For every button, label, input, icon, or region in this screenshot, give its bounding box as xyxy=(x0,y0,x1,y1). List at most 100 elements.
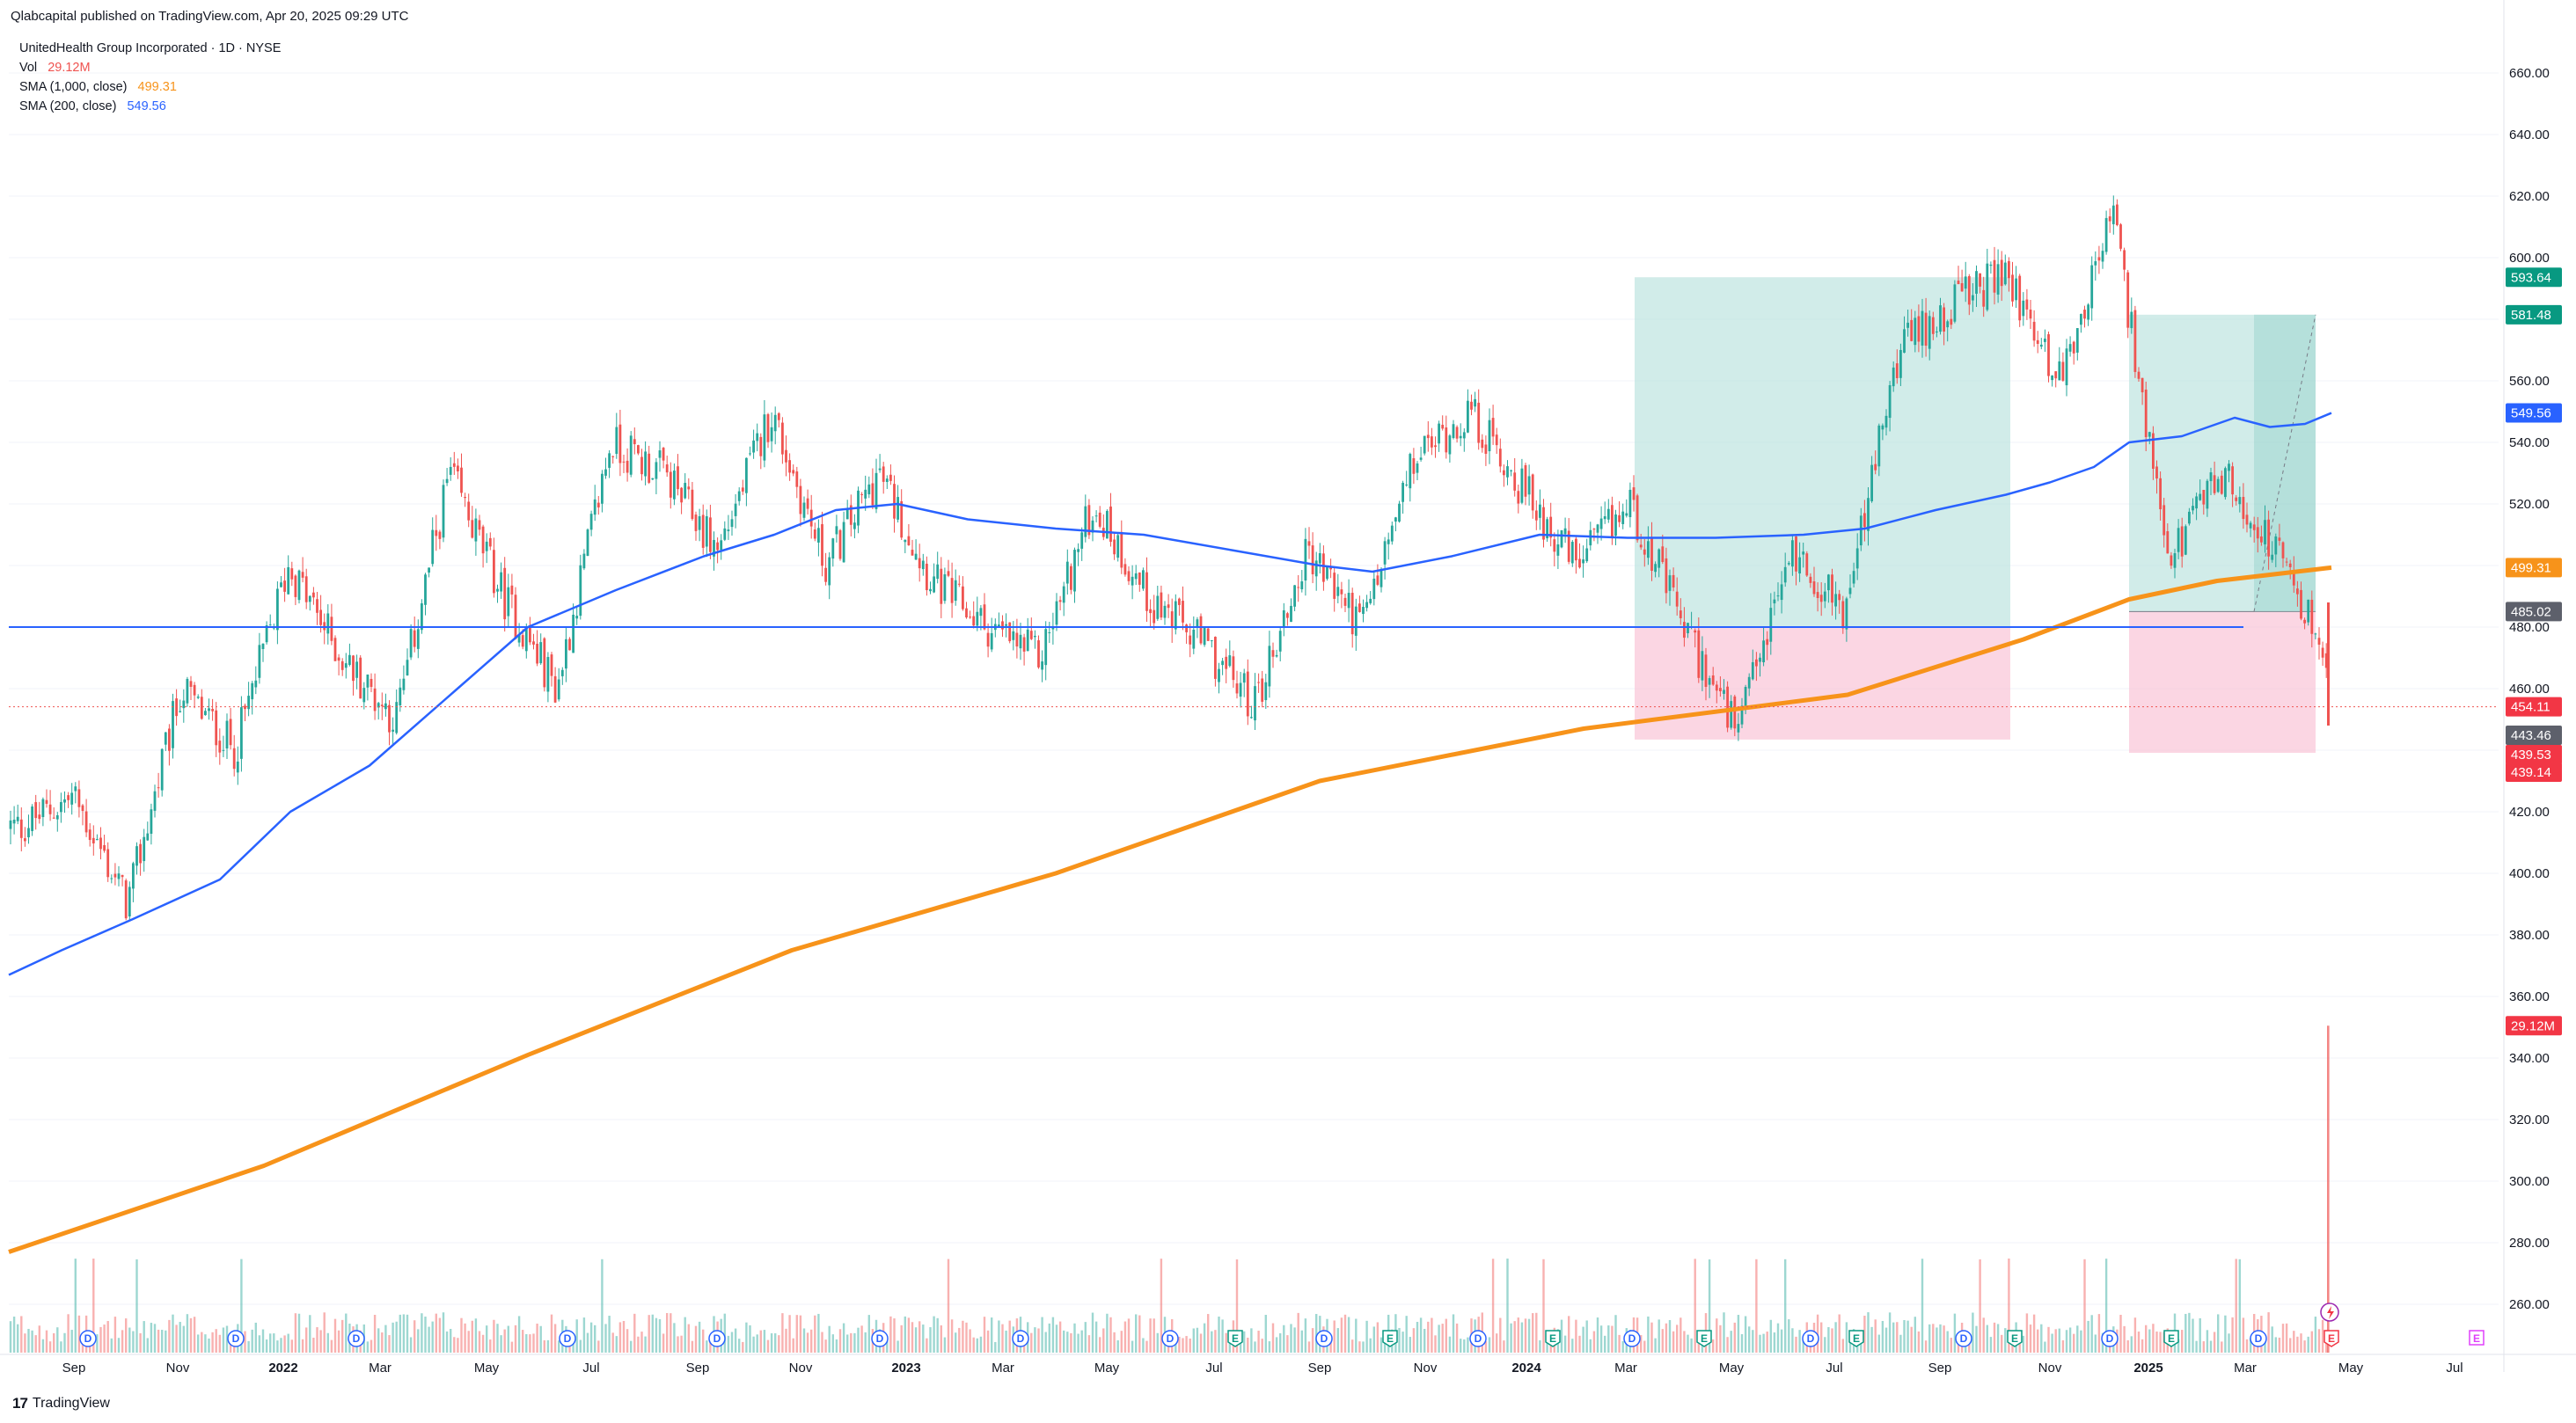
candle-body xyxy=(1160,592,1163,618)
loss-zone[interactable] xyxy=(1635,627,2010,740)
candle-body xyxy=(1841,601,1845,629)
time-axis[interactable]: Sep Nov 2022 Mar May Jul Sep Nov 2023 Mar May Jul Se… xyxy=(0,1354,2576,1376)
dividend-marker[interactable]: D xyxy=(348,1330,365,1347)
volume-bar xyxy=(2281,1324,2285,1353)
candle-body xyxy=(723,528,727,540)
volume-bar xyxy=(677,1336,679,1353)
volume-bar xyxy=(694,1325,698,1353)
candle-body xyxy=(2123,250,2126,270)
dividend-marker[interactable]: D xyxy=(79,1330,97,1347)
volume-bar xyxy=(1347,1317,1350,1353)
dividend-icon xyxy=(1802,1330,1819,1347)
candle-body xyxy=(2116,204,2119,225)
volume-bar xyxy=(792,1338,794,1353)
candle-body xyxy=(200,697,203,719)
candle-body xyxy=(449,466,452,475)
volume-bar xyxy=(1766,1332,1768,1353)
volume-bar xyxy=(2083,1259,2086,1353)
candle-body xyxy=(1899,349,1902,378)
candle-body xyxy=(1675,591,1679,607)
tradingview-brand[interactable]: 17 TradingView xyxy=(12,1395,110,1412)
dividend-marker[interactable]: D xyxy=(1161,1330,1179,1347)
lightning-glyph xyxy=(2327,1306,2334,1319)
volume-bar xyxy=(60,1341,62,1353)
volume-bar xyxy=(1073,1323,1076,1353)
profit-zone[interactable] xyxy=(2129,314,2316,612)
volume-bar xyxy=(1740,1333,1744,1353)
volume-bar xyxy=(1094,1321,1098,1353)
candle-body xyxy=(593,499,596,515)
volume-bar xyxy=(522,1330,524,1353)
volume-bar xyxy=(1463,1339,1466,1353)
dividend-marker[interactable]: D xyxy=(2101,1330,2119,1347)
price-badge-label: 499.31 xyxy=(2511,560,2551,575)
earnings-marker[interactable]: E xyxy=(1382,1330,1398,1347)
dividend-marker[interactable]: D xyxy=(1012,1330,1029,1347)
candle-body xyxy=(308,595,311,602)
volume-bar xyxy=(1145,1340,1148,1353)
legend-volume-value: 29.12M xyxy=(48,61,91,75)
loss-zone[interactable] xyxy=(2129,611,2316,754)
volume-bar xyxy=(1058,1321,1062,1353)
price-axis[interactable]: 660.00640.00620.00600.00580.00560.00540.… xyxy=(2503,0,2550,1372)
legend-symbol[interactable]: UnitedHealth Group Incorporated · 1D · N… xyxy=(19,41,282,55)
legend-sma200[interactable]: SMA (200, close) 549.56 xyxy=(19,97,281,116)
earnings-marker[interactable]: E xyxy=(2163,1330,2179,1347)
volume-bar xyxy=(2249,1338,2252,1353)
dividend-marker[interactable]: D xyxy=(1623,1330,1641,1347)
candle-body xyxy=(1906,322,1909,328)
volume-bar xyxy=(189,1317,193,1353)
candle-body xyxy=(1214,637,1217,679)
dividend-marker[interactable]: D xyxy=(1469,1330,1487,1347)
candle-body xyxy=(1225,656,1228,669)
dividend-marker[interactable]: D xyxy=(227,1330,245,1347)
earnings-marker[interactable]: E xyxy=(2007,1330,2023,1347)
volume-bar xyxy=(1820,1322,1823,1353)
earnings-marker[interactable]: E xyxy=(1696,1330,1712,1347)
candle-body xyxy=(1329,566,1332,570)
dividend-marker[interactable]: D xyxy=(559,1330,576,1347)
split-marker[interactable] xyxy=(2320,1303,2339,1322)
candle-body xyxy=(1019,634,1022,649)
candle-body xyxy=(96,839,99,841)
event-markers[interactable]: D D D D D D D D D D D D D D DE E E E E E E E E xyxy=(79,1303,2485,1347)
candle-body xyxy=(2083,310,2086,319)
horizontal-line[interactable] xyxy=(9,626,2499,708)
dividend-marker[interactable]: D xyxy=(1315,1330,1333,1347)
dividend-marker[interactable]: D xyxy=(2250,1330,2267,1347)
dividend-icon xyxy=(708,1330,726,1347)
volume-bar xyxy=(648,1315,650,1353)
legend-sma1000[interactable]: SMA (1,000, close) 499.31 xyxy=(19,77,281,97)
profit-zone[interactable] xyxy=(1635,277,2010,627)
dividend-marker[interactable]: D xyxy=(1802,1330,1819,1347)
price-badge-bg xyxy=(2506,403,2562,423)
candle-body xyxy=(947,571,950,576)
volume-bar xyxy=(467,1331,470,1353)
earnings-marker[interactable]: E xyxy=(2324,1330,2339,1347)
volume-bar xyxy=(1434,1335,1437,1353)
dividend-marker[interactable]: D xyxy=(1955,1330,1972,1347)
earnings-marker-future[interactable]: E xyxy=(2469,1330,2485,1346)
candle-body xyxy=(442,485,445,538)
volume-bar xyxy=(2314,1317,2317,1353)
volume-bar xyxy=(1661,1329,1664,1353)
dividend-marker[interactable]: D xyxy=(708,1330,726,1347)
tradingview-logo-icon: 17 xyxy=(12,1395,28,1412)
legend-volume[interactable]: Vol 29.12M xyxy=(19,58,281,77)
dividend-marker[interactable]: D xyxy=(871,1330,889,1347)
position-zones[interactable] xyxy=(1635,277,2316,754)
earnings-marker[interactable]: E xyxy=(1227,1330,1243,1347)
candle-body xyxy=(1015,632,1019,647)
candle-body xyxy=(752,440,755,453)
volume-bar xyxy=(168,1319,171,1353)
candle-body xyxy=(1065,561,1069,584)
candle-body xyxy=(1058,600,1062,602)
volume-bar xyxy=(2068,1327,2072,1353)
earnings-letter: E xyxy=(1701,1332,1708,1345)
earnings-marker[interactable]: E xyxy=(1848,1330,1864,1347)
volume-bar xyxy=(1182,1338,1184,1353)
candle-body xyxy=(651,478,655,480)
earnings-marker[interactable]: E xyxy=(1545,1330,1561,1347)
candle-body xyxy=(1780,584,1783,601)
